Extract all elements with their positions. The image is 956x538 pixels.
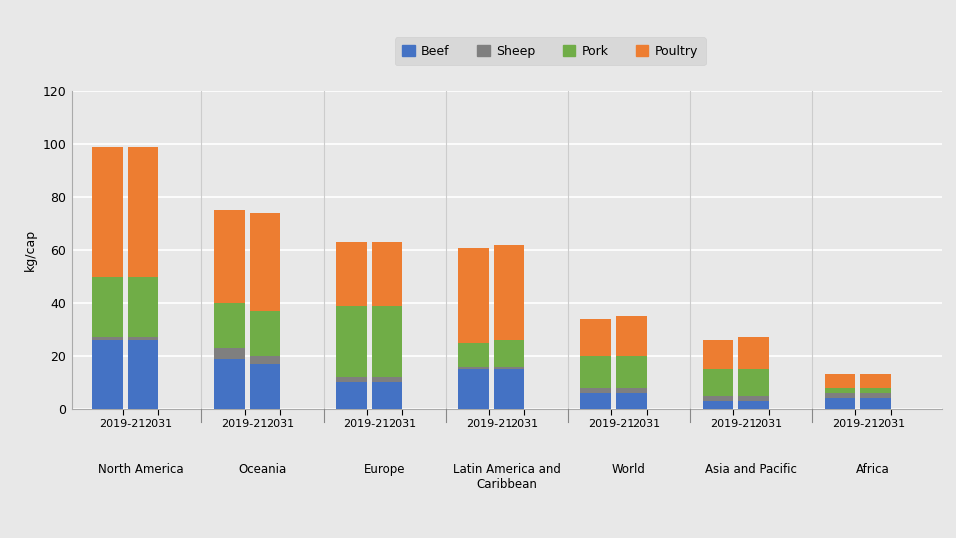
Bar [616, 393, 646, 409]
Bar [860, 398, 891, 409]
Bar [825, 398, 856, 409]
Bar [458, 247, 489, 343]
Bar [214, 210, 245, 303]
Bar [337, 383, 367, 409]
Bar [580, 319, 611, 356]
Bar [92, 277, 122, 337]
Bar [92, 340, 122, 409]
Bar [214, 359, 245, 409]
Bar [250, 356, 280, 364]
Bar [128, 340, 158, 409]
Bar [825, 393, 856, 398]
Bar [128, 277, 158, 337]
Bar [703, 401, 733, 409]
Bar [703, 340, 733, 369]
Text: North America: North America [98, 463, 184, 476]
Text: Asia and Pacific: Asia and Pacific [705, 463, 796, 476]
Bar [738, 369, 769, 395]
Text: Africa: Africa [857, 463, 890, 476]
Bar [250, 311, 280, 356]
Text: World: World [612, 463, 645, 476]
Bar [860, 393, 891, 398]
Bar [250, 364, 280, 409]
Bar [250, 213, 280, 311]
Legend: Beef, Sheep, Pork, Poultry: Beef, Sheep, Pork, Poultry [395, 38, 706, 66]
Bar [458, 369, 489, 409]
Y-axis label: kg/cap: kg/cap [24, 229, 36, 271]
Bar [494, 369, 525, 409]
Bar [703, 395, 733, 401]
Bar [372, 377, 402, 383]
Bar [92, 337, 122, 340]
Bar [214, 348, 245, 359]
Bar [860, 374, 891, 388]
Bar [128, 337, 158, 340]
Bar [616, 316, 646, 356]
Bar [128, 147, 158, 277]
Bar [616, 356, 646, 388]
Bar [738, 401, 769, 409]
Bar [337, 377, 367, 383]
Text: Latin America and
Caribbean: Latin America and Caribbean [453, 463, 560, 491]
Bar [337, 242, 367, 306]
Text: Europe: Europe [364, 463, 405, 476]
Bar [372, 306, 402, 377]
Bar [580, 388, 611, 393]
Bar [703, 369, 733, 395]
Bar [372, 383, 402, 409]
Bar [494, 340, 525, 366]
Bar [214, 303, 245, 348]
Bar [494, 245, 525, 340]
Bar [580, 356, 611, 388]
Bar [337, 306, 367, 377]
Bar [738, 395, 769, 401]
Bar [825, 374, 856, 388]
Bar [494, 366, 525, 369]
Bar [92, 147, 122, 277]
Bar [458, 366, 489, 369]
Text: Oceania: Oceania [238, 463, 287, 476]
Bar [825, 388, 856, 393]
Bar [616, 388, 646, 393]
Bar [860, 388, 891, 393]
Bar [458, 343, 489, 366]
Bar [580, 393, 611, 409]
Bar [372, 242, 402, 306]
Bar [738, 337, 769, 369]
